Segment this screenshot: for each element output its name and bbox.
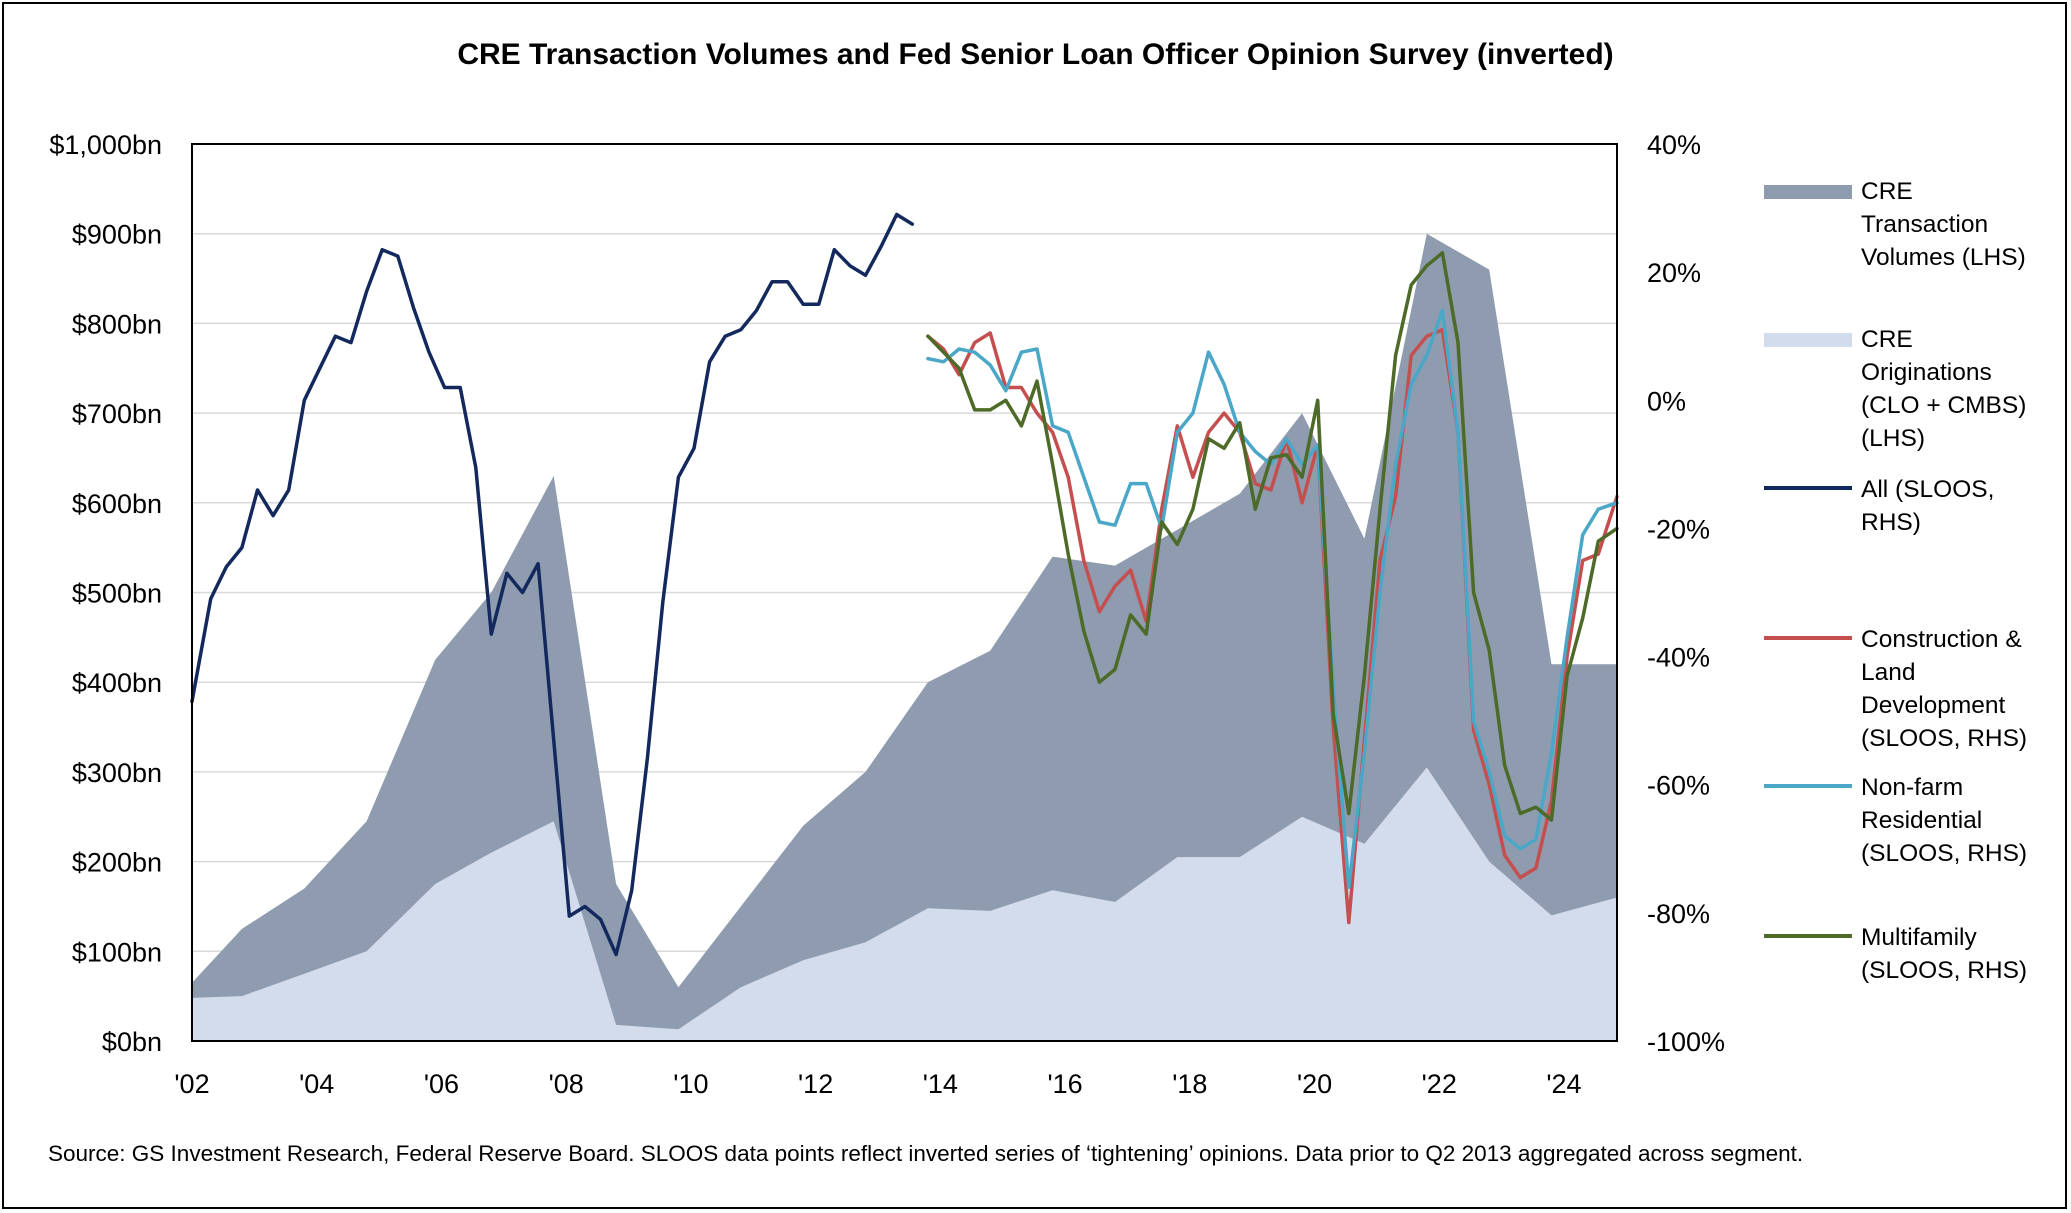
legend-label-cre_volume: CRE <box>1861 178 1913 205</box>
legend-label-cre_originations: Originations <box>1861 359 1992 386</box>
left-tick-label: $200bn <box>72 848 162 878</box>
legend-label-construction: Construction & <box>1861 626 2022 653</box>
legend-label-all: RHS) <box>1861 509 1921 536</box>
line-multifamily <box>926 251 1619 822</box>
left-tick-label: $600bn <box>72 489 162 519</box>
left-tick-label: $900bn <box>72 220 162 250</box>
right-tick-label: 40% <box>1647 130 1701 160</box>
right-tick-label: -60% <box>1647 771 1710 801</box>
left-axis-ticks: $0bn $100bn $200bn $300bn $400bn $500bn $600bn… <box>49 130 162 1057</box>
plot-border <box>191 143 1618 1042</box>
x-tick-label: '20 <box>1297 1069 1332 1099</box>
right-axis-ticks: -100% -80% -60% -40% -20% 0% 20% 40% <box>1647 130 1725 1057</box>
x-tick-label: '02 <box>174 1069 209 1099</box>
legend-label-nonfarm: Non-farm <box>1861 774 1963 801</box>
x-tick-label: '10 <box>673 1069 708 1099</box>
area-cre_originations <box>192 767 1617 1041</box>
left-tick-label: $800bn <box>72 309 162 339</box>
x-tick-label: '18 <box>1172 1069 1207 1099</box>
right-tick-label: -80% <box>1647 899 1710 929</box>
legend-label-nonfarm: (SLOOS, RHS) <box>1861 840 2027 867</box>
legend-label-multifamily: Multifamily <box>1861 924 1977 951</box>
line-construction <box>926 328 1619 925</box>
left-tick-label: $300bn <box>72 758 162 788</box>
left-tick-label: $0bn <box>102 1027 162 1057</box>
x-axis-ticks: '02 '04 '06 '08 '10 '12 '14 '16 '18 '20 '22 '24 <box>174 1069 1581 1099</box>
chart-title: CRE Transaction Volumes and Fed Senior L… <box>457 38 1614 71</box>
legend-label-cre_originations: (LHS) <box>1861 425 1925 452</box>
source-note: Source: GS Investment Research, Federal … <box>48 1141 1804 1166</box>
right-tick-label: -20% <box>1647 514 1710 544</box>
left-tick-label: $500bn <box>72 579 162 609</box>
line-all <box>190 212 915 957</box>
left-tick-label: $700bn <box>72 399 162 429</box>
legend-label-nonfarm: Residential <box>1861 807 1982 834</box>
line-layer <box>190 212 1619 957</box>
left-tick-label: $1,000bn <box>49 130 162 160</box>
x-tick-label: '24 <box>1546 1069 1581 1099</box>
x-tick-label: '04 <box>299 1069 334 1099</box>
right-tick-label: 20% <box>1647 258 1701 288</box>
area-layer <box>192 233 1617 1041</box>
legend-label-cre_originations: CRE <box>1861 326 1913 353</box>
legend-label-construction: Development <box>1861 692 2006 719</box>
right-tick-label: 0% <box>1647 386 1686 416</box>
legend-swatch-cre_volume <box>1764 185 1852 199</box>
legend-label-cre_volume: Transaction <box>1861 211 1988 238</box>
legend-label-cre_originations: (CLO + CMBS) <box>1861 392 2026 419</box>
legend-label-construction: (SLOOS, RHS) <box>1861 725 2027 752</box>
legend-label-cre_volume: Volumes (LHS) <box>1861 244 2026 271</box>
legend-label-construction: Land <box>1861 659 1916 686</box>
right-tick-label: -100% <box>1647 1027 1725 1057</box>
left-tick-label: $100bn <box>72 937 162 967</box>
legend: CRE Transaction Volumes (LHS) CRE Originatio… <box>1764 178 2027 984</box>
x-tick-label: '08 <box>549 1069 584 1099</box>
legend-swatch-cre_originations <box>1764 333 1852 347</box>
x-tick-label: '14 <box>923 1069 958 1099</box>
right-tick-label: -40% <box>1647 643 1710 673</box>
left-tick-label: $400bn <box>72 668 162 698</box>
x-tick-label: '12 <box>798 1069 833 1099</box>
x-tick-label: '22 <box>1422 1069 1457 1099</box>
legend-label-all: All (SLOOS, <box>1861 476 1994 503</box>
legend-label-multifamily: (SLOOS, RHS) <box>1861 957 2027 984</box>
x-tick-label: '06 <box>424 1069 459 1099</box>
line-nonfarm <box>926 308 1619 889</box>
x-tick-label: '16 <box>1047 1069 1082 1099</box>
